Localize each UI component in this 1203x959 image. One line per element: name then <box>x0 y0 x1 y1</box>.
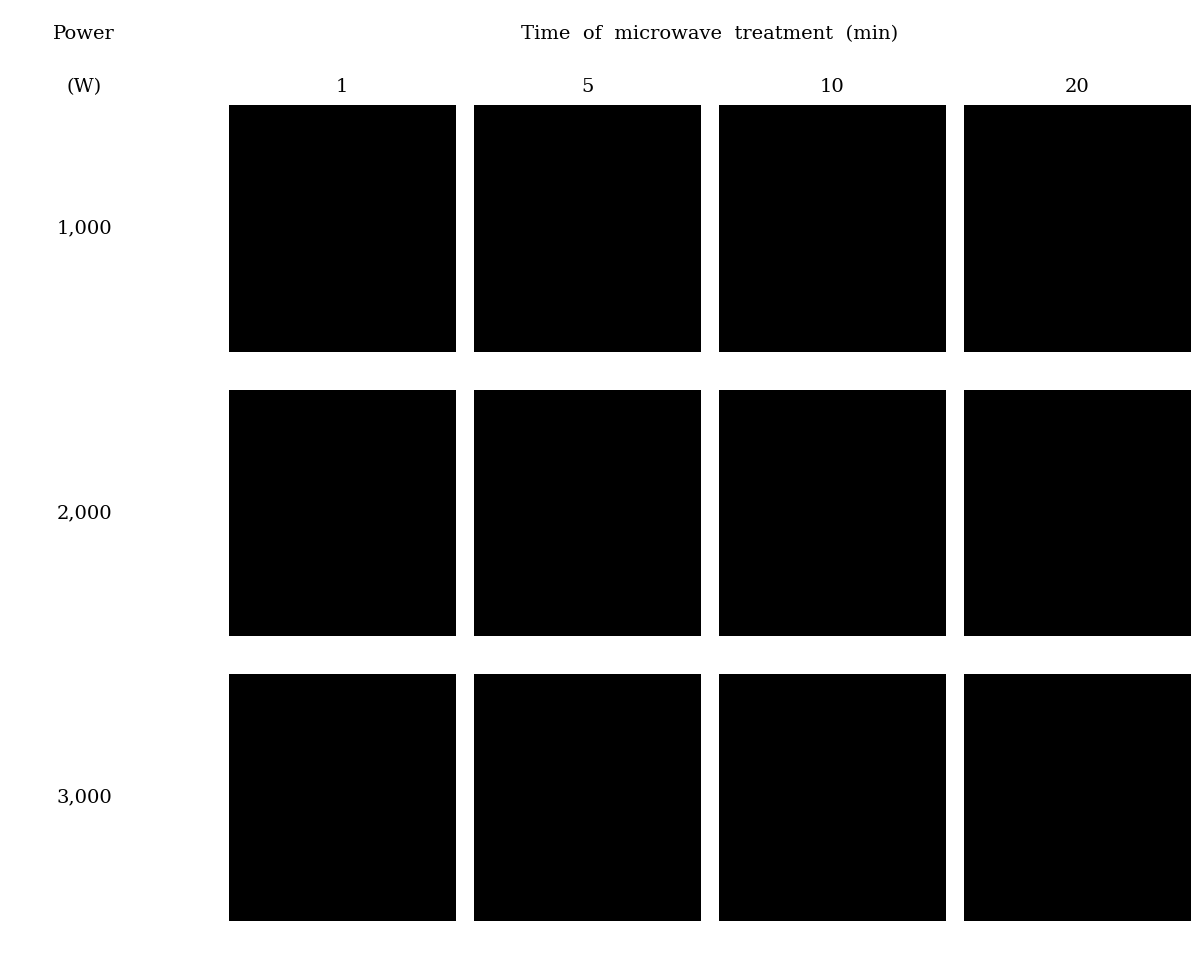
Polygon shape <box>749 845 915 870</box>
Text: 1: 1 <box>336 78 349 96</box>
Text: 20: 20 <box>1065 78 1090 96</box>
Polygon shape <box>502 770 672 800</box>
Polygon shape <box>1007 845 1148 870</box>
Text: Time  of  microwave  treatment  (min): Time of microwave treatment (min) <box>521 25 899 43</box>
Polygon shape <box>997 125 1158 165</box>
Polygon shape <box>499 694 675 733</box>
Polygon shape <box>745 698 920 729</box>
Polygon shape <box>504 840 670 873</box>
Polygon shape <box>751 561 914 584</box>
Polygon shape <box>499 422 675 449</box>
Polygon shape <box>995 691 1160 735</box>
Polygon shape <box>995 492 1160 516</box>
Text: 3,000: 3,000 <box>57 788 112 807</box>
Polygon shape <box>743 422 920 448</box>
Text: (W): (W) <box>66 78 102 96</box>
Polygon shape <box>254 425 431 450</box>
Polygon shape <box>747 773 917 799</box>
Polygon shape <box>1001 198 1154 229</box>
Polygon shape <box>257 134 427 163</box>
Polygon shape <box>746 136 918 164</box>
Polygon shape <box>257 776 427 802</box>
Polygon shape <box>998 770 1156 800</box>
Polygon shape <box>261 204 423 228</box>
Polygon shape <box>265 562 419 583</box>
Polygon shape <box>261 843 423 877</box>
Polygon shape <box>991 423 1163 448</box>
Polygon shape <box>511 120 664 162</box>
Text: 1,000: 1,000 <box>57 220 112 238</box>
Polygon shape <box>508 556 666 586</box>
Polygon shape <box>1003 560 1151 585</box>
Polygon shape <box>503 489 671 515</box>
Text: Power: Power <box>53 25 115 43</box>
Polygon shape <box>262 270 421 296</box>
Polygon shape <box>748 207 917 232</box>
Polygon shape <box>1003 269 1151 294</box>
Polygon shape <box>751 276 914 300</box>
Polygon shape <box>517 252 657 292</box>
Text: 5: 5 <box>581 78 593 96</box>
Polygon shape <box>253 690 431 739</box>
Polygon shape <box>514 185 660 224</box>
Text: 2,000: 2,000 <box>57 504 112 522</box>
Polygon shape <box>747 492 918 516</box>
Text: 10: 10 <box>820 78 845 96</box>
Polygon shape <box>257 492 427 516</box>
